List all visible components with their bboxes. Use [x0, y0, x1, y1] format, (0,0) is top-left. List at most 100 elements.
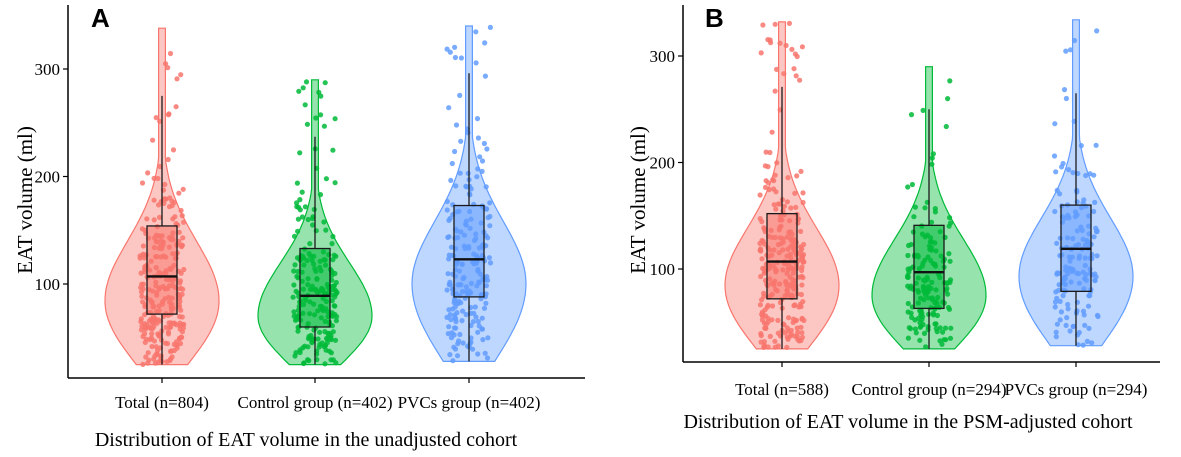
panel-a-point-total [165, 156, 171, 163]
panel-b-letter: B [705, 3, 724, 33]
panel-b-point-control [917, 324, 923, 330]
panel-a-point-control [302, 204, 308, 210]
panel-a-point-control [330, 233, 336, 240]
panel-a-point-pvcs [483, 206, 489, 212]
panel-a-point-control [315, 336, 321, 342]
panel-b-point-total [769, 317, 775, 323]
panel-a-point-pvcs [458, 55, 464, 61]
panel-a-point-total [145, 170, 151, 176]
panel-a-point-control [321, 219, 327, 225]
panel-b-point-control [934, 329, 940, 335]
panel-b-point-total [775, 317, 781, 323]
panel-b-point-total [767, 149, 773, 156]
panel-b-point-pvcs [1067, 328, 1073, 334]
panel-a-point-total [151, 314, 157, 320]
panel-a-point-total [155, 175, 161, 182]
panel-a-point-control [297, 207, 303, 213]
panel-b-point-total [773, 206, 779, 212]
panel-a-point-pvcs [444, 287, 450, 293]
panel-b-point-pvcs [1071, 37, 1078, 44]
panel-b-point-total [793, 204, 799, 210]
panel-a-point-pvcs [483, 184, 489, 190]
panel-b-point-total [771, 178, 777, 184]
panel-a: A EAT volume (ml) Distribution of EAT vo… [13, 3, 585, 451]
panel-a-point-total [180, 186, 186, 192]
panel-a-point-control [291, 282, 297, 288]
panel-a-point-pvcs [487, 200, 493, 206]
panel-a-point-control [297, 347, 303, 353]
panel-a-point-pvcs [451, 325, 458, 331]
panel-a-point-pvcs [474, 174, 480, 180]
panel-a-point-pvcs [479, 315, 485, 321]
panel-b-point-control [947, 215, 953, 221]
panel-a-y-tick-label: 300 [35, 60, 61, 79]
panel-a-point-control [292, 353, 298, 359]
panel-b-point-total [798, 248, 804, 254]
panel-b-point-total [761, 270, 767, 276]
panel-b-point-pvcs [1084, 338, 1090, 344]
panel-a-category-label-total: Total (n=804) [115, 393, 209, 412]
panel-b-point-total [783, 42, 789, 49]
panel-a-point-pvcs [483, 300, 489, 306]
panel-b-point-pvcs [1053, 334, 1059, 340]
panel-a-point-total [158, 199, 164, 205]
panel-a-point-pvcs [479, 168, 485, 174]
panel-b-point-total [798, 228, 804, 234]
panel-b-point-control [929, 155, 935, 161]
panel-a-category-labels: Total (n=804) Control group (n=402) PVCs g… [115, 393, 540, 412]
panel-b-point-total [758, 339, 764, 345]
panel-a-point-total [164, 359, 170, 365]
panel-b-point-pvcs [1051, 153, 1058, 159]
panel-a-point-total [151, 338, 157, 344]
panel-a-point-pvcs [448, 335, 455, 341]
panel-a-point-pvcs [456, 298, 462, 304]
panel-b-point-pvcs [1054, 271, 1060, 277]
panel-a-point-control [306, 333, 312, 340]
panel-b-point-total [801, 241, 807, 248]
panel-a-point-total [157, 118, 163, 124]
panel-a-point-control [323, 227, 329, 233]
panel-b-point-control [923, 344, 929, 350]
panel-b-point-total [769, 129, 775, 135]
panel-a-point-total [162, 181, 168, 188]
panel-b-point-control [928, 219, 935, 225]
panel-a-point-control [317, 329, 323, 335]
panel-a-point-total [167, 324, 173, 330]
panel-b-point-total [784, 199, 791, 205]
panel-b-point-total [791, 66, 797, 72]
panel-a-point-control [332, 303, 338, 309]
panel-b: B EAT volume (ml) Distribution of EAT vo… [626, 3, 1160, 433]
panel-a-point-pvcs [457, 331, 463, 338]
panel-b-point-pvcs [1054, 240, 1060, 246]
panel-a-point-total [151, 320, 157, 326]
panel-b-boxplots [766, 86, 1092, 349]
panel-b-point-control [947, 258, 953, 264]
panel-a-point-control [333, 318, 339, 324]
panel-a-point-total [156, 214, 163, 220]
panel-b-point-pvcs [1091, 208, 1097, 215]
panel-b-point-total [798, 304, 804, 310]
panel-a-point-total [173, 104, 179, 110]
panel-a-point-control [313, 115, 319, 121]
panel-a-point-control [318, 112, 324, 118]
panel-a-point-control [325, 336, 331, 342]
panel-b-x-axis-title: Distribution of EAT volume in the PSM-ad… [683, 411, 1132, 433]
panel-a-point-total [178, 307, 184, 313]
panel-b-point-control [939, 341, 945, 347]
panel-a-point-total [174, 76, 180, 82]
panel-b-point-total [765, 180, 771, 186]
panel-a-point-total [180, 235, 186, 241]
panel-a-point-control [331, 283, 337, 289]
panel-b-point-control [946, 251, 952, 257]
panel-a-point-total [170, 147, 177, 153]
panel-a-point-control [326, 348, 332, 354]
panel-a-point-control [332, 294, 338, 300]
panel-a-point-pvcs [447, 279, 453, 285]
panel-b-point-total [760, 311, 766, 317]
panel-b-point-total [758, 246, 764, 252]
panel-a-point-total [155, 331, 161, 337]
panel-b-point-total [774, 66, 780, 72]
panel-b-point-total [799, 273, 805, 279]
panel-b-point-total [772, 21, 778, 27]
panel-b-y-tick-label: 200 [650, 154, 676, 173]
